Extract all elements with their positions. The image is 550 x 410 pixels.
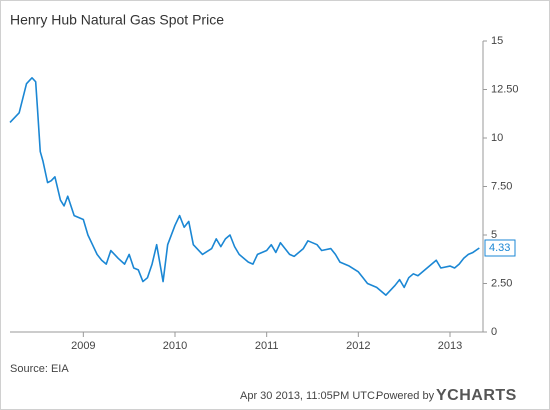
- y-tick-label: 10: [491, 132, 503, 144]
- last-value-label: 4.33: [489, 242, 510, 254]
- brand: YCHARTS: [436, 387, 517, 404]
- x-tick-label: 2013: [438, 340, 462, 352]
- y-tick-label: 15: [491, 35, 503, 47]
- chart-title: Henry Hub Natural Gas Spot Price: [10, 12, 224, 28]
- last-value-box: [484, 239, 516, 257]
- y-tick-label: 5: [491, 229, 497, 241]
- x-tick-label: 2011: [255, 340, 279, 352]
- timestamp: Apr 30 2013, 11:05PM UTC.: [240, 390, 378, 402]
- x-tick-label: 2009: [71, 340, 95, 352]
- x-tick-label: 2010: [163, 340, 187, 352]
- y-tick-label: 12.50: [491, 83, 519, 95]
- x-tick-label: 2012: [346, 340, 370, 352]
- line: [9, 77, 480, 296]
- y-tick-label: 0: [491, 326, 497, 338]
- source: Source: EIA: [10, 363, 69, 375]
- y-tick-label: 7.50: [491, 180, 512, 192]
- powered-by: Powered by: [376, 390, 435, 402]
- y-tick-label: 2.50: [491, 277, 512, 289]
